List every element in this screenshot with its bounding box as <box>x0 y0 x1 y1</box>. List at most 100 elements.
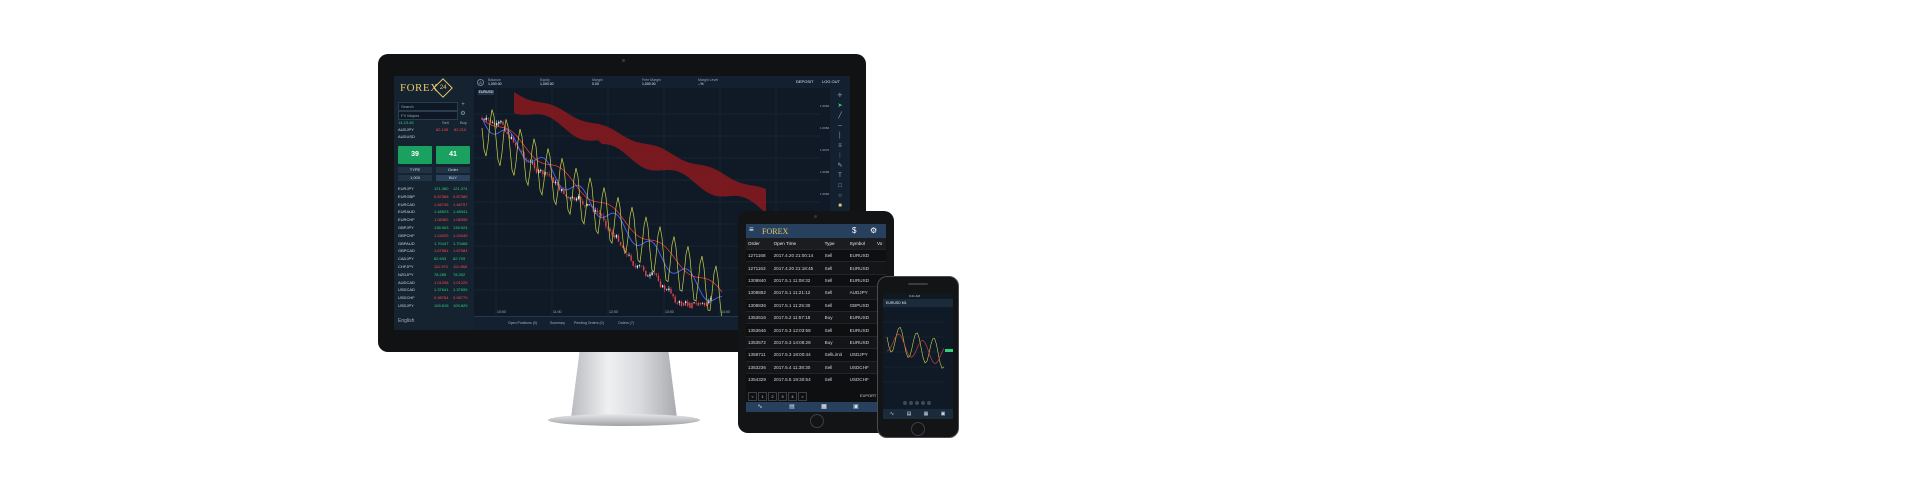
table-cell: 2017.5.3 18:00:44 <box>771 348 823 362</box>
history-nav-icon[interactable]: ▦ <box>821 404 827 410</box>
order-type-select[interactable]: TYPE <box>398 167 432 173</box>
gear-icon[interactable]: ⚙ <box>870 226 878 235</box>
horizontal-line-icon[interactable]: ─ <box>837 123 843 129</box>
candle-body <box>540 169 542 171</box>
history-nav-icon[interactable]: ▦ <box>923 411 929 417</box>
column-header[interactable]: Open Time <box>771 238 823 250</box>
table-row[interactable]: 1271163 2017.4.20 21:18:45 Sell EURUSD <box>746 261 886 275</box>
export-button[interactable]: EXPORT <box>860 393 877 398</box>
language-select[interactable]: English <box>398 318 415 324</box>
deposit-button[interactable]: DEPOSIT <box>796 79 814 84</box>
table-cell: EURUSD <box>847 273 875 287</box>
trade-nav-icon[interactable]: ▤ <box>906 411 912 417</box>
place-order-button[interactable]: BUY <box>436 175 470 181</box>
column-header[interactable]: Order <box>746 238 772 250</box>
symbol-row[interactable]: EURCAD 1.46745 1.46757 <box>398 202 470 208</box>
page-button[interactable]: < <box>748 392 757 401</box>
candle-body <box>609 228 611 231</box>
buy-button[interactable]: 41 <box>436 146 470 164</box>
candle-body <box>498 121 500 124</box>
symbol-row[interactable]: EURAUD 1.48923 1.48941 <box>398 209 470 215</box>
table-row[interactable]: 1358711 2017.5.3 18:00:44 SellLimit USDJPY <box>746 348 886 362</box>
symbol-bid: 0.98764 <box>434 295 449 301</box>
symbol-row[interactable]: NZDJPY 78.285 78.302 <box>398 272 470 278</box>
pencil-icon[interactable]: ✎ <box>837 163 843 169</box>
symbol-row[interactable]: EURGBP 0.87368 0.87389 <box>398 194 470 200</box>
symbol-row[interactable]: GBPCAD 1.67961 1.67984 <box>398 248 470 254</box>
symbol-row[interactable]: AUDUSD <box>398 134 415 139</box>
chart-canvas[interactable] <box>474 88 830 316</box>
candle-body <box>552 177 555 183</box>
symbol-row[interactable]: GBPJPY 138.903 138.924 <box>398 225 470 231</box>
page-button[interactable]: > <box>798 392 807 401</box>
watchlist-select[interactable]: FX Majors <box>398 111 458 120</box>
phone-chart[interactable] <box>883 307 953 409</box>
symbol-name: AUDCAD <box>398 279 415 285</box>
dollar-icon[interactable]: $ <box>852 226 857 235</box>
candle-body <box>577 196 580 199</box>
search-input[interactable]: Search <box>398 102 458 111</box>
symbol-row[interactable]: USDJPY 109.815 109.829 <box>398 303 470 309</box>
table-row[interactable]: 1353646 2017.5.3 12:03:58 Sell EURUSD <box>746 323 886 337</box>
column-header[interactable]: Symbol <box>847 238 875 250</box>
shape-icon[interactable]: □ <box>838 183 842 189</box>
trendline-icon[interactable]: ╱ <box>838 113 842 119</box>
symbol-row[interactable]: GBPAUD 1.70447 1.70468 <box>398 241 470 247</box>
tab-open-positions[interactable]: Open Positions (0) <box>508 321 537 325</box>
column-header[interactable]: Vo <box>874 238 886 250</box>
crosshair-icon[interactable]: ✛ <box>837 93 843 99</box>
cursor-icon[interactable]: ➤ <box>837 103 843 109</box>
time-tick-label: 10:00 <box>497 310 506 314</box>
table-row[interactable]: 1308836 2017.5.1 11:25:30 Sell GBPUSD <box>746 298 886 312</box>
trade-nav-icon[interactable]: ▤ <box>789 404 795 410</box>
vertical-line-icon[interactable]: │ <box>838 133 842 139</box>
page-button[interactable]: 1 <box>758 392 767 401</box>
table-row[interactable]: 1353236 2017.5.4 11:38:30 Sell USDCHF <box>746 360 886 374</box>
tab-summary[interactable]: Summary <box>550 321 565 325</box>
table-row[interactable]: 1354329 2017.5.5 19:30:54 Sell USDCHF <box>746 372 886 386</box>
tab-orders[interactable]: Orders (7) <box>618 321 634 325</box>
table-row[interactable]: 1308840 2017.5.1 11:08:32 Sell EURUSD <box>746 273 886 287</box>
table-row[interactable]: 1271168 2017.4.20 21:00:14 Sell EURUSD <box>746 248 886 262</box>
symbol-row[interactable]: EURJPY 121.360 121.374 <box>398 186 470 192</box>
candle-body <box>548 173 550 176</box>
symbol-row[interactable]: USDCAD 1.37641 1.37655 <box>398 287 470 293</box>
table-row[interactable]: 1308852 2017.5.1 11:21:12 Sell AUDJPY <box>746 286 886 300</box>
tab-pending-orders[interactable]: Pending Orders (0) <box>574 321 604 325</box>
column-header[interactable]: Type <box>822 238 848 250</box>
channel-icon[interactable]: ≡ <box>838 143 842 149</box>
page-button[interactable]: 4 <box>788 392 797 401</box>
table-row[interactable]: 1353616 2017.5.2 11:57:18 Buy EURUSD <box>746 310 886 324</box>
selected-symbol-row[interactable]: AUDJPY 82.195 82.210 <box>398 127 467 132</box>
candle-body <box>682 303 685 306</box>
symbol-row[interactable]: CHFJPY 111.970 111.988 <box>398 264 470 270</box>
symbol-name: EURGBP <box>398 193 415 199</box>
page-button[interactable]: 2 <box>768 392 777 401</box>
page-button[interactable]: 3 <box>778 392 787 401</box>
symbol-row[interactable]: AUDCAD 1.01208 1.01225 <box>398 280 470 286</box>
table-cell: AUDJPY <box>847 286 875 300</box>
hamburger-menu-icon[interactable]: ≡ <box>749 225 754 234</box>
symbol-row[interactable]: CADJPY 82.693 82.709 <box>398 256 470 262</box>
sell-button[interactable]: 39 <box>398 146 432 164</box>
lock-icon[interactable]: ■ <box>838 203 842 209</box>
account-icon[interactable]: A <box>477 79 484 86</box>
chart-nav-icon[interactable]: ∿ <box>889 411 895 417</box>
text-icon[interactable]: T <box>838 173 842 179</box>
tablet-header: ≡ FOREX $ ⚙ <box>746 224 886 238</box>
symbol-row[interactable]: EURCHF 1.08382 1.08396 <box>398 217 470 223</box>
fibonacci-icon[interactable]: ⋮ <box>837 153 843 159</box>
table-row[interactable]: 1353572 2017.5.3 14:08:28 Buy EURUSD <box>746 335 886 349</box>
chart-symbol-tab[interactable]: EURUSD <box>478 90 494 95</box>
chart-nav-icon[interactable]: ∿ <box>757 404 763 410</box>
account-nav-icon[interactable]: ▣ <box>853 404 859 410</box>
account-nav-icon[interactable]: ▣ <box>940 411 946 417</box>
settings-icon[interactable]: ⚙ <box>460 111 466 117</box>
symbol-row[interactable]: GBPCHF 1.24029 1.24049 <box>398 233 470 239</box>
amount-stepper[interactable]: 1,000 <box>398 175 432 181</box>
add-icon[interactable]: + <box>461 102 465 108</box>
symbol-row[interactable]: USDCHF 0.98764 0.98779 <box>398 295 470 301</box>
order-kind-select[interactable]: Order <box>436 167 470 173</box>
ellipse-icon[interactable]: ○ <box>838 193 842 199</box>
logout-button[interactable]: LOG OUT <box>822 79 841 84</box>
